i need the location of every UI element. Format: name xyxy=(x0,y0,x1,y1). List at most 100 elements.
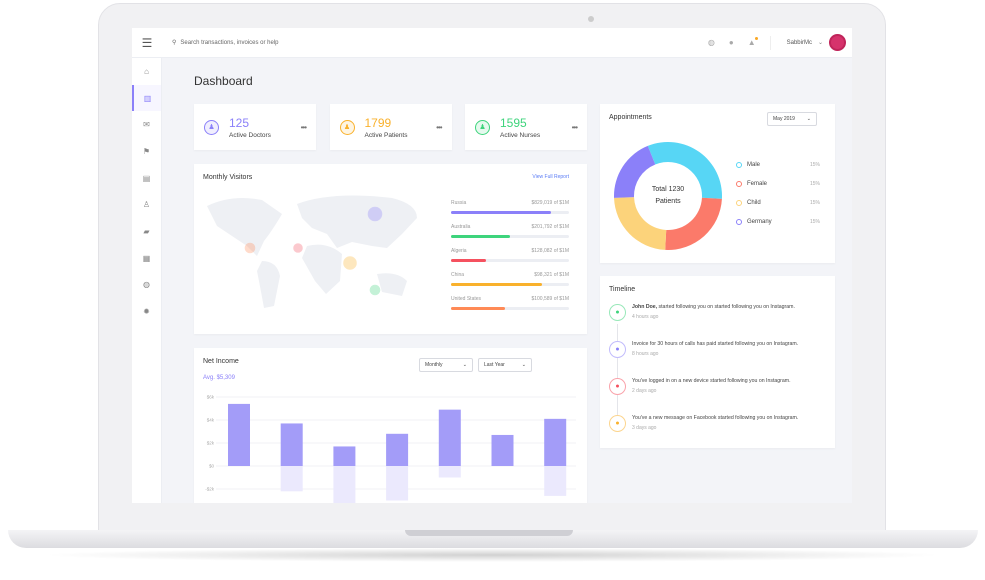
camera xyxy=(588,16,594,22)
period-select[interactable]: Monthly ⌄ xyxy=(419,358,473,372)
donut-slice-child xyxy=(614,197,667,250)
appointments-donut-chart xyxy=(614,142,722,250)
sidebar-item-flag[interactable]: ⚑ xyxy=(132,138,161,165)
laptop-shadow xyxy=(40,548,945,562)
progress-bar xyxy=(451,283,569,286)
legend-percent: 15% xyxy=(809,200,820,206)
income-bar xyxy=(386,433,409,466)
progress-bar xyxy=(451,235,569,238)
nurse-icon: ♟ xyxy=(475,119,490,135)
top-header: ☰ ⚲ Search transactions, invoices or help… xyxy=(132,28,852,58)
legend-percent: 15% xyxy=(809,162,820,168)
sidebar-item-mail[interactable]: ✉ xyxy=(132,111,161,138)
search-input[interactable]: Search transactions, invoices or help xyxy=(180,39,279,46)
expense-bar xyxy=(544,466,567,496)
sidebar-item-chat[interactable]: ▰ xyxy=(132,218,161,245)
legend-dot xyxy=(736,162,742,168)
country-row: United States $100,589 of $1M xyxy=(451,296,569,310)
y-tick-label: $4k xyxy=(207,418,215,423)
chat-icon[interactable]: ● xyxy=(728,38,734,47)
income-bar xyxy=(544,418,567,466)
month-select[interactable]: May 2019 ⌄ xyxy=(767,112,817,126)
stat-label: Active Patients xyxy=(364,131,408,139)
map-marker-algeria xyxy=(293,243,303,253)
more-options-icon[interactable]: ••• xyxy=(436,122,442,132)
y-tick-label: $6k xyxy=(207,395,215,400)
sidebar-item-home[interactable]: ⌂ xyxy=(132,58,161,85)
country-amount: $128,082 of $1M xyxy=(531,248,569,254)
timeline-time: 4 hours ago xyxy=(632,314,659,320)
search-bar[interactable]: ⚲ Search transactions, invoices or help xyxy=(172,39,708,47)
legend-label: Child xyxy=(747,200,761,206)
legend-dot xyxy=(736,181,742,187)
chevron-down-icon: ⌄ xyxy=(462,362,467,368)
country-name: China xyxy=(451,272,465,278)
donut-slice-male xyxy=(647,142,722,199)
sidebar-item-user[interactable]: ♙ xyxy=(132,191,161,218)
progress-bar xyxy=(451,307,569,310)
donut-slice-germany xyxy=(614,145,656,198)
more-options-icon[interactable]: ••• xyxy=(300,122,307,132)
mail-icon: ✉ xyxy=(143,120,150,130)
sidebar-item-globe[interactable]: ◍ xyxy=(132,272,161,299)
sidebar-item-chart[interactable]: ▥ xyxy=(132,84,161,112)
timeline-text: You've a new message on Facebook started… xyxy=(632,415,799,421)
card-title: Monthly Visitors xyxy=(203,174,253,181)
more-options-icon[interactable]: ••• xyxy=(571,122,578,132)
calendar-icon: ▦ xyxy=(142,253,151,263)
stat-value: 1799 xyxy=(364,115,392,130)
range-value: Last Year xyxy=(484,362,505,368)
monthly-visitors-card: Monthly Visitors View Full Report Russia… xyxy=(194,164,587,334)
chat-icon: ● xyxy=(609,415,626,432)
sidebar-item-settings[interactable]: ✹ xyxy=(132,298,161,325)
range-select[interactable]: Last Year ⌄ xyxy=(478,358,532,372)
card-title: Net Income xyxy=(203,358,239,365)
country-name: Algeria xyxy=(451,248,467,254)
month-value: May 2019 xyxy=(773,116,795,122)
stat-card: ♟ 1799 Active Patients ••• xyxy=(329,104,452,150)
stat-card: ♟ 1595 Active Nurses ••• xyxy=(465,104,587,150)
timeline-item: ● You've a new message on Facebook starte… xyxy=(609,415,798,432)
bell-icon[interactable]: ▲ xyxy=(747,37,758,47)
y-tick-label: $0 xyxy=(209,464,215,469)
country-amount: $201,792 of $1M xyxy=(531,224,569,230)
timeline-text: started following you on started followi… xyxy=(657,304,795,310)
income-bar xyxy=(280,423,303,466)
average-income: Avg. $5,309 xyxy=(203,375,235,381)
doctor-icon: ♟ xyxy=(204,119,219,135)
username[interactable]: SabbirMc xyxy=(786,39,812,46)
user-icon: ♙ xyxy=(142,200,151,210)
country-row: Algeria $128,082 of $1M xyxy=(451,248,569,262)
globe-icon[interactable]: ◍ xyxy=(707,38,715,47)
income-bar xyxy=(491,434,514,466)
expense-bar xyxy=(438,466,461,478)
country-amount: $100,589 of $1M xyxy=(531,296,569,302)
globe-icon: ◍ xyxy=(143,280,150,290)
card-title: Timeline xyxy=(609,286,636,293)
legend-dot xyxy=(736,219,742,225)
net-income-card: Net Income Avg. $5,309 Monthly ⌄ Last Yea… xyxy=(194,348,587,503)
map-marker-china xyxy=(343,256,357,270)
total-count: Total 1230 xyxy=(651,186,685,193)
sidebar-item-calendar[interactable]: ▦ xyxy=(132,245,161,272)
timeline-card: Timeline ● John Doe, started following yo… xyxy=(600,276,835,448)
y-tick-label: -$2k xyxy=(205,487,215,492)
legend-item: Child 15% xyxy=(736,200,820,206)
view-full-report-link[interactable]: View Full Report xyxy=(532,174,569,180)
country-row: Russia $829,019 of $1M xyxy=(451,200,569,214)
avatar[interactable] xyxy=(829,34,846,51)
legend-percent: 15% xyxy=(809,219,820,225)
progress-bar xyxy=(451,211,569,214)
timeline-text: Invoice for 30 hours of calls has paid s… xyxy=(632,341,799,347)
income-bar xyxy=(438,409,461,466)
hamburger-menu-icon[interactable]: ☰ xyxy=(141,35,153,50)
legend-item: Male 15% xyxy=(736,162,820,168)
sidebar-item-document[interactable]: ▤ xyxy=(132,165,161,192)
timeline-time: 3 days ago xyxy=(632,425,657,431)
legend-label: Male xyxy=(747,162,761,168)
card-title: Appointments xyxy=(609,114,652,121)
chat-icon: ▰ xyxy=(143,226,150,236)
income-bar xyxy=(228,403,250,466)
chevron-down-icon[interactable]: ⌄ xyxy=(817,40,823,46)
timeline-text: You've logged in on a new device started… xyxy=(632,378,791,384)
